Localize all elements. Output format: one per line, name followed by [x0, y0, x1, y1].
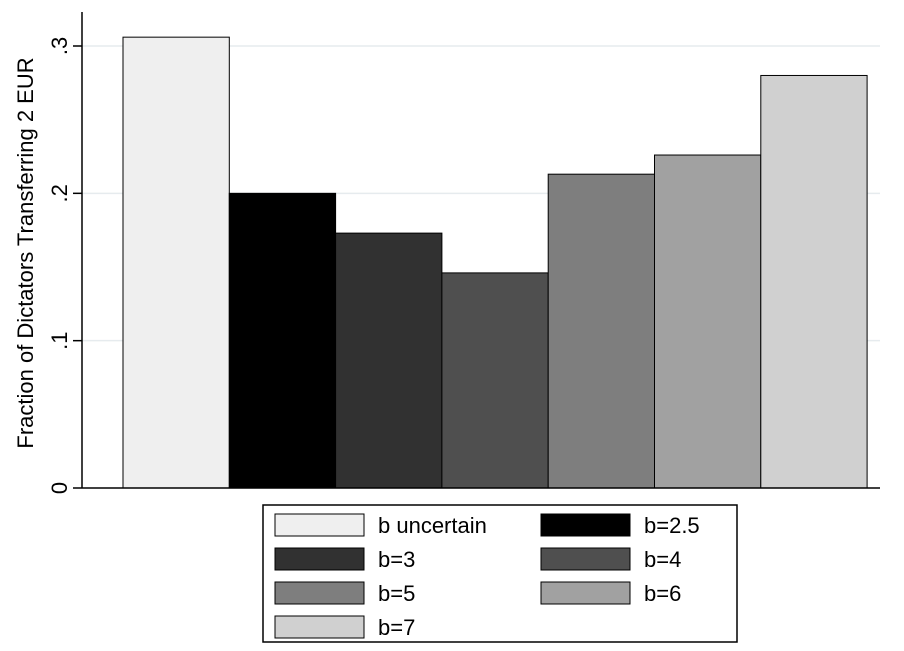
legend-label: b=4: [644, 547, 681, 572]
legend-label: b=7: [378, 615, 415, 640]
legend-swatch: [540, 547, 631, 571]
bar-b-6: [654, 154, 762, 489]
legend: b uncertain b=2.5 b=3 b=4 b=5 b=6 b=7: [262, 504, 738, 643]
legend-swatch: [274, 581, 365, 605]
legend-swatch: [274, 615, 365, 639]
y-axis: 0 .1 .2 .3: [47, 12, 880, 494]
legend-label: b=3: [378, 547, 415, 572]
bar-b-3: [335, 232, 443, 489]
legend-swatch: [540, 513, 631, 537]
y-tick-label: .3: [47, 37, 72, 55]
legend-label: b=5: [378, 581, 415, 606]
legend-swatch: [274, 513, 365, 537]
y-tick-label: .2: [47, 184, 72, 202]
legend-swatch: [274, 547, 365, 571]
legend-swatch: [540, 581, 631, 605]
legend-label: b=6: [644, 581, 681, 606]
legend-label: b uncertain: [378, 513, 487, 538]
bar-b-uncertain: [122, 36, 230, 489]
y-axis-label: Fraction of Dictators Transferring 2 EUR: [13, 57, 38, 448]
bars: [122, 36, 868, 489]
bar-b-4: [441, 272, 549, 489]
bar-b-7: [760, 74, 868, 489]
y-tick-label: 0: [47, 482, 72, 494]
bar-b-5: [547, 173, 656, 489]
legend-label: b=2.5: [644, 513, 700, 538]
y-tick-label: .1: [47, 331, 72, 349]
bar-b-2-5: [228, 192, 337, 489]
